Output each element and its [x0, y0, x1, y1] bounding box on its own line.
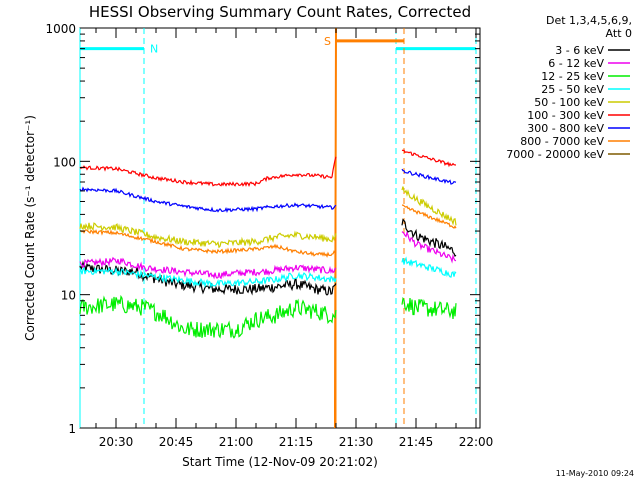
y-axis-title: Corrected Count Rate (s⁻¹ detector⁻¹) [23, 115, 37, 341]
night-marker-label: N [150, 43, 158, 56]
overlay-markers: NS [79, 27, 477, 428]
legend-header-line-1: Det 1,3,4,5,6,9, [546, 14, 632, 27]
y-tick-label: 10 [61, 289, 76, 303]
legend-item-label: 800 - 7000 keV [520, 135, 604, 148]
series-line [79, 229, 337, 258]
legend-item-label: 12 - 25 keV [541, 70, 604, 83]
chart-title: HESSI Observing Summary Count Rates, Cor… [89, 3, 471, 21]
x-tick-label: 20:45 [159, 435, 194, 449]
x-tick-label: 21:30 [339, 435, 374, 449]
series-line [79, 266, 337, 289]
series-line [401, 296, 457, 319]
x-tick-label: 20:30 [99, 435, 134, 449]
y-tick-label: 100 [53, 155, 76, 169]
legend-item-label: 300 - 800 keV [527, 122, 604, 135]
series-line [79, 156, 337, 187]
x-tick-label: 21:00 [219, 435, 254, 449]
series-line [79, 222, 337, 249]
series-line [79, 256, 337, 280]
series-line [402, 204, 457, 229]
series-line [79, 294, 337, 339]
saa-overlay: S [324, 27, 405, 428]
series-line [79, 186, 337, 213]
legend-item-label: 3 - 6 keV [555, 44, 604, 57]
plot-area: NS [79, 27, 481, 429]
series-line [401, 256, 457, 278]
series-line [401, 230, 457, 264]
y-tick-labels: 1 10 100 1000 [45, 22, 76, 436]
legend-item-label: 25 - 50 keV [541, 83, 604, 96]
legend-item-label: 7000 - 20000 keV [506, 148, 604, 161]
x-axis-title: Start Time (12-Nov-09 20:21:02) [182, 455, 378, 469]
series-line [401, 149, 457, 168]
footer-timestamp: 11-May-2010 09:24 [556, 469, 634, 478]
legend-item-label: 100 - 300 keV [527, 109, 604, 122]
axis-ticks [80, 27, 480, 429]
legend-header-line-2: Att 0 [606, 27, 632, 40]
series-line [401, 168, 457, 185]
saa-marker-label: S [324, 35, 331, 48]
x-tick-labels: 20:30 20:45 21:00 21:15 21:30 21:45 22:00 [99, 435, 494, 449]
y-tick-label: 1000 [45, 22, 76, 36]
legend-item-label: 50 - 100 keV [534, 96, 604, 109]
series-layer [79, 149, 457, 339]
x-tick-label: 21:15 [279, 435, 314, 449]
saa-rise-line [334, 27, 337, 428]
y-tick-label: 1 [68, 422, 76, 436]
night-overlay: N [79, 28, 477, 428]
x-tick-label: 21:45 [399, 435, 434, 449]
plot-frame [79, 27, 481, 429]
legend-item-label: 6 - 12 keV [548, 57, 604, 70]
series-line [401, 218, 457, 257]
x-tick-label: 22:00 [459, 435, 494, 449]
series-line [79, 260, 337, 296]
series-line [401, 186, 457, 226]
